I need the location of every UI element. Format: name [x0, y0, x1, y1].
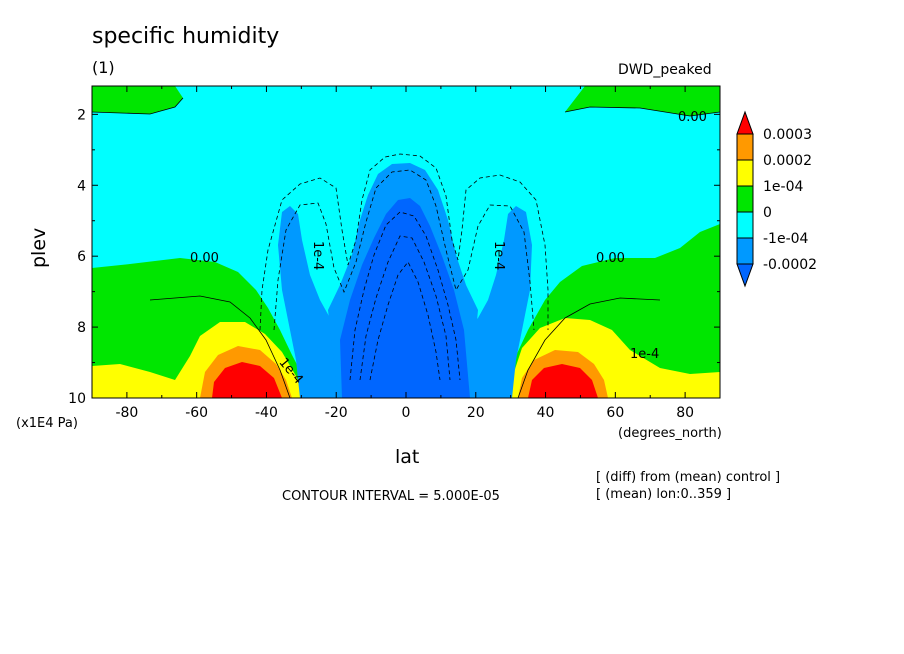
y-tick-label: 10: [68, 391, 86, 407]
colorbar-label: -1e-04: [763, 231, 809, 247]
field-red-left: [212, 362, 282, 398]
x-axis-label: lat: [395, 446, 420, 468]
diff-note: [ (diff) from (mean) control ]: [596, 470, 781, 485]
contour-label-left-lobe: 1e-4: [310, 241, 325, 270]
contour-label-group: 0.00 0.00 0.00 1e-4 1e-4 1e-4 1e-4: [190, 110, 707, 387]
colorbar-swatch: [736, 159, 754, 187]
y-tick-label: 2: [77, 107, 86, 123]
colorbar-swatch: [736, 133, 754, 161]
contour-field: 0.00 0.00 0.00 1e-4 1e-4 1e-4 1e-4: [92, 86, 720, 398]
colorbar-label: 0.0002: [763, 153, 812, 169]
x-tick-label: -60: [185, 405, 208, 421]
x-axis-unit: (degrees_north): [618, 426, 722, 441]
x-tick-label: 60: [606, 405, 624, 421]
y-axis-label: plev: [28, 227, 50, 268]
colorbar-label: 0.0003: [763, 127, 812, 143]
chart-subtitle: (1): [92, 58, 115, 77]
y-tick-label: 6: [77, 249, 86, 265]
x-tick-label: 20: [467, 405, 485, 421]
model-label: DWD_peaked: [618, 62, 712, 78]
y-tick-label: 4: [77, 178, 86, 194]
colorbar-swatch: [736, 185, 754, 213]
colorbar-swatch: [736, 237, 754, 265]
y-axis: 2 4 6 8 10: [68, 107, 720, 407]
field-blue-left-lobe: [278, 206, 342, 398]
field-deepblue-core: [340, 198, 470, 398]
field-blue-right-lobe: [466, 206, 532, 398]
colorbar-label: -0.0002: [763, 257, 817, 273]
mean-note: [ (mean) lon:0..359 ]: [596, 487, 732, 502]
contour-label-top-right: 0.00: [678, 110, 707, 125]
y-axis-unit: (x1E4 Pa): [16, 416, 78, 431]
colorbar-label: 0: [763, 205, 772, 221]
contour-label-left-zero: 0.00: [190, 251, 219, 266]
field-green-top-right: [565, 86, 720, 116]
x-tick-label: -80: [115, 405, 138, 421]
x-tick-label: 40: [537, 405, 555, 421]
colorbar-label: 1e-04: [763, 179, 803, 195]
contour-interval-text: CONTOUR INTERVAL = 5.000E-05: [282, 489, 500, 504]
contour-label-right-low: 1e-4: [630, 347, 659, 362]
contour-label-right-zero: 0.00: [596, 251, 625, 266]
x-tick-label: 0: [402, 405, 411, 421]
x-tick-label: 80: [676, 405, 694, 421]
contour-label-right-lobe: 1e-4: [491, 241, 506, 270]
colorbar-top-arrow: [736, 110, 754, 135]
x-tick-label: -20: [325, 405, 348, 421]
colorbar: 0.0003 0.0002 1e-04 0 -1e-04 -0.0002: [736, 110, 817, 288]
y-tick-label: 8: [77, 320, 86, 336]
colorbar-swatch: [736, 211, 754, 239]
chart-title: specific humidity: [92, 24, 280, 49]
colorbar-bottom-arrow: [736, 263, 754, 288]
contour-lines: [92, 97, 720, 398]
x-tick-label: -40: [255, 405, 278, 421]
field-green-top-left: [92, 86, 183, 114]
x-axis: -80 -60 -40 -20 0 20 40 60 80: [91, 86, 721, 421]
field-red-right: [528, 364, 598, 398]
